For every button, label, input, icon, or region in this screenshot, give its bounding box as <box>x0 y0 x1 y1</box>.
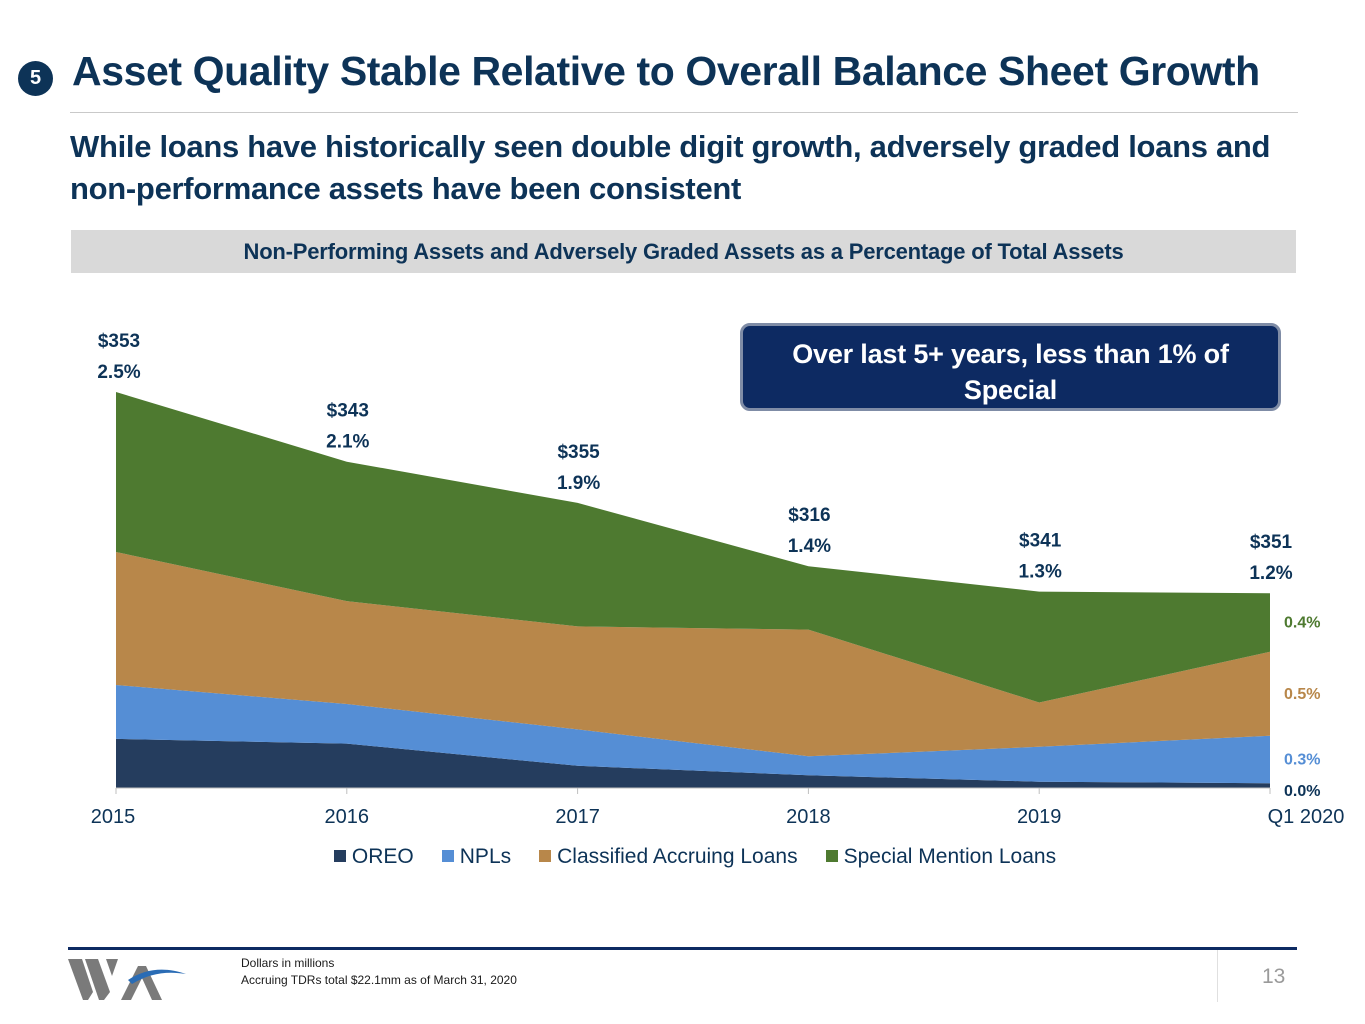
footer-note-units: Dollars in millions <box>241 956 335 970</box>
total-dollar-label: $341 <box>1019 531 1062 552</box>
legend-item: Classified Accruing Loans <box>539 845 798 869</box>
legend-swatch <box>825 850 838 863</box>
chart-areas <box>116 392 1270 788</box>
total-percent-label: 1.2% <box>1249 563 1292 584</box>
footer-divider <box>68 947 1297 950</box>
legend-item: NPLs <box>441 845 512 869</box>
total-dollar-label: $355 <box>557 442 600 463</box>
slide-title: Asset Quality Stable Relative to Overall… <box>72 48 1260 94</box>
callout-line-1: Over last 5+ years, less than 1% of Spec… <box>792 339 1229 405</box>
legend-swatch <box>333 850 346 863</box>
footer-vertical-divider <box>1217 950 1218 1002</box>
total-percent-label: 2.5% <box>97 362 140 383</box>
footer-notes: Dollars in millions Accruing TDRs total … <box>241 955 517 989</box>
title-divider <box>70 112 1298 113</box>
end-value-label: 0.3% <box>1284 751 1320 768</box>
total-dollar-label: $351 <box>1250 532 1293 553</box>
total-percent-label: 1.9% <box>557 473 600 494</box>
x-tick-label: 2016 <box>325 806 370 828</box>
legend-swatch <box>539 850 552 863</box>
chart-legend: OREO NPLs Classified Accruing Loans Special… <box>0 845 1365 869</box>
callout-line-2: Mention loans have migrated to loss <box>780 411 1241 441</box>
legend-item: Special Mention Loans <box>825 845 1057 869</box>
end-value-label: 0.5% <box>1284 686 1320 703</box>
x-axis-ticks: 2015 2016 2017 2018 2019 Q1 2020 <box>91 788 1345 828</box>
chart-labels: 2.5% $353 2.1% $343 1.9% $355 1.4% $316 1.3% $341… <box>97 331 1320 800</box>
x-tick-label: 2017 <box>555 806 600 828</box>
x-tick-label: 2015 <box>91 806 136 828</box>
end-value-label: 0.0% <box>1284 783 1320 800</box>
area-classified-accruing-loans <box>116 552 1270 757</box>
callout-box: Over last 5+ years, less than 1% of Spec… <box>740 323 1281 441</box>
total-percent-label: 1.4% <box>788 536 831 557</box>
company-logo <box>68 959 186 1000</box>
area-oreo <box>116 738 1270 788</box>
area-npls <box>116 685 1270 784</box>
total-dollar-label: $343 <box>327 401 369 422</box>
total-percent-label: 2.1% <box>326 432 369 453</box>
x-tick-label: 2018 <box>786 806 831 828</box>
legend-item: OREO <box>333 845 414 869</box>
footer-note-tdrs: Accruing TDRs total $22.1mm as of March … <box>241 973 517 987</box>
legend-swatch <box>441 850 454 863</box>
end-value-label: 0.4% <box>1284 614 1320 631</box>
x-tick-label: 2019 <box>1017 806 1062 828</box>
total-dollar-label: $353 <box>98 331 140 352</box>
legend-label: OREO <box>351 845 414 869</box>
legend-label: Special Mention Loans <box>843 845 1057 869</box>
x-tick-label: Q1 2020 <box>1268 806 1345 828</box>
total-dollar-label: $316 <box>788 505 830 526</box>
area-special-mention-loans <box>116 392 1270 703</box>
chart-title-banner: Non-Performing Assets and Adversely Grad… <box>71 230 1296 273</box>
legend-label: NPLs <box>459 845 512 869</box>
section-number-badge: 5 <box>18 61 53 96</box>
total-percent-label: 1.3% <box>1019 562 1062 583</box>
page-number: 13 <box>1262 965 1286 988</box>
legend-label: Classified Accruing Loans <box>557 845 798 869</box>
slide-subtitle: While loans have historically seen doubl… <box>70 129 1271 206</box>
